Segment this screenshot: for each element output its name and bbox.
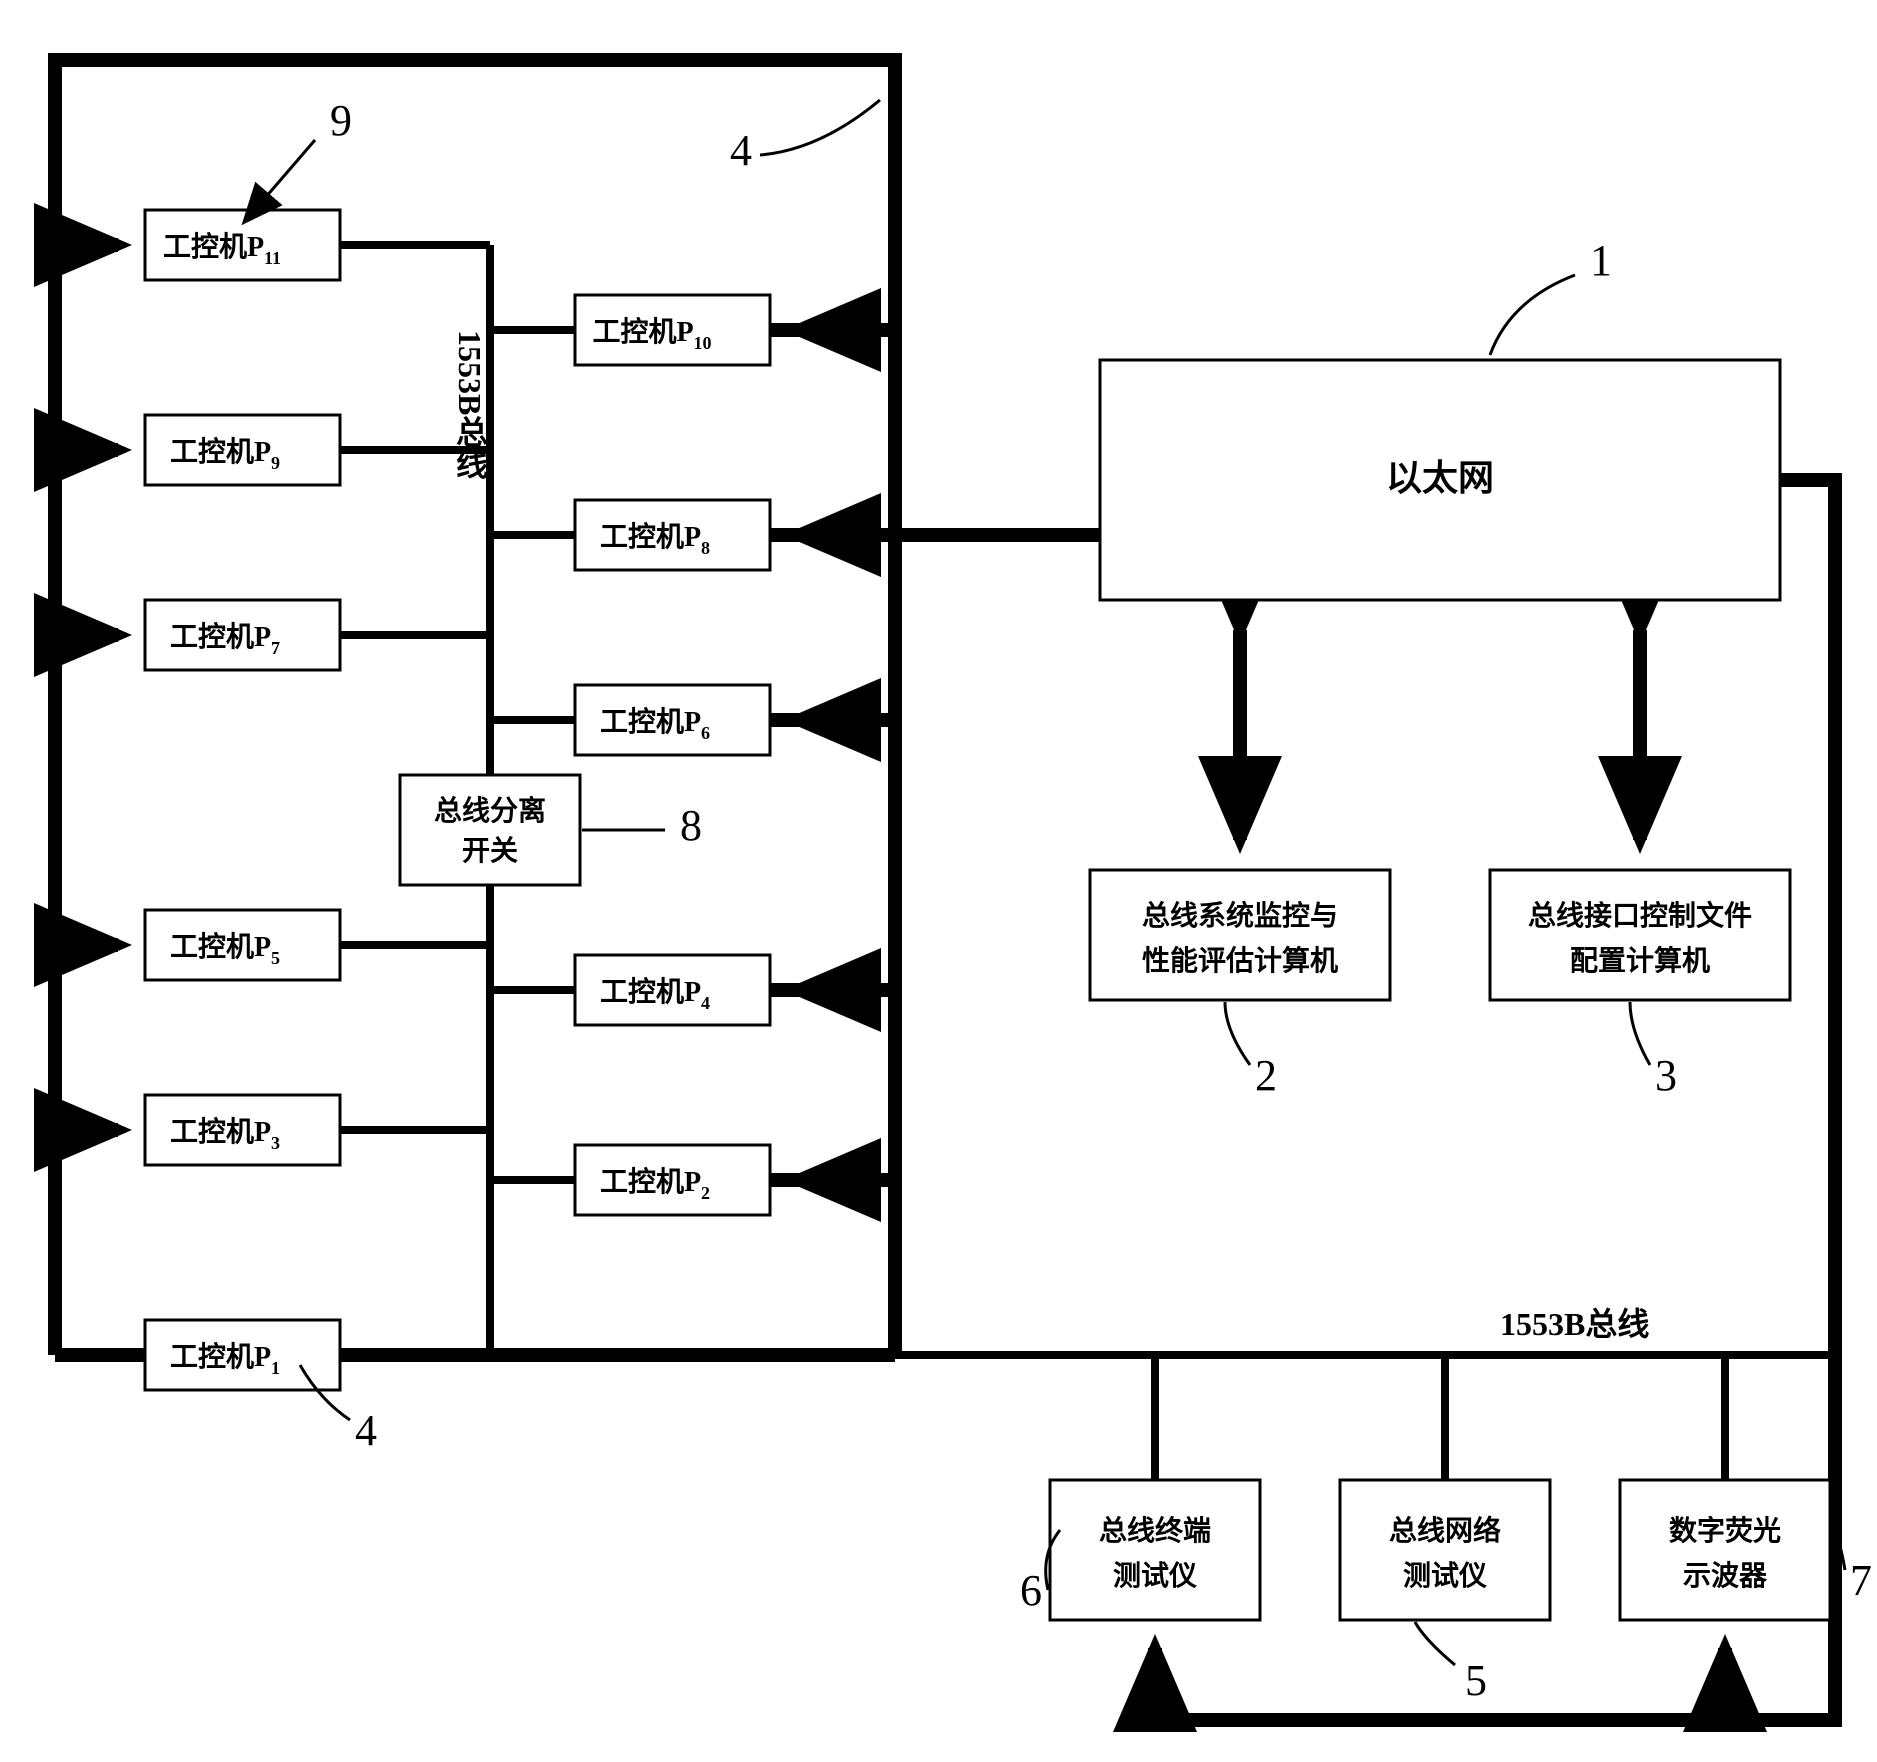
right-ipc-arrows	[797, 330, 830, 1180]
svg-text:工控机P6: 工控机P6	[600, 706, 710, 743]
svg-text:工控机P4: 工控机P4	[600, 976, 710, 1013]
anno-8: 8	[680, 801, 702, 850]
p2-label: 工控机P	[600, 1166, 701, 1198]
p3-label: 工控机P	[170, 1116, 271, 1148]
anno-4b: 4	[355, 1406, 377, 1455]
svg-text:工控机P7: 工控机P7	[170, 621, 280, 658]
network-tester-label-2: 测试仪	[1403, 1560, 1488, 1592]
svg-text:工控机P11: 工控机P11	[163, 231, 281, 268]
svg-text:工控机P3: 工控机P3	[170, 1116, 280, 1153]
p5-sub: 5	[271, 948, 280, 968]
config-label-1: 总线接口控制文件	[1528, 899, 1752, 932]
p7-label: 工控机P	[170, 621, 271, 653]
ipc-p2: 工控机P2	[575, 1145, 770, 1215]
anno-7: 7	[1850, 1556, 1872, 1605]
ethernet-double-arrows	[1240, 630, 1640, 840]
separator-label-1: 总线分离	[434, 794, 546, 827]
separator-node	[400, 775, 580, 885]
p1-label: 工控机P	[170, 1341, 271, 1373]
separator-label-2: 开关	[462, 835, 518, 867]
diagram-canvas: 以太网 总线系统监控与 性能评估计算机 总线接口控制文件 配置计算机 总线终端 …	[0, 0, 1877, 1762]
ipc-p3: 工控机P3	[145, 1095, 340, 1165]
network-tester-node	[1340, 1480, 1550, 1620]
anno-3: 3	[1655, 1051, 1677, 1100]
config-label-2: 配置计算机	[1570, 944, 1710, 977]
p10-label: 工控机P	[592, 316, 693, 348]
ethernet-label: 以太网	[1386, 458, 1494, 498]
p1-sub: 1	[271, 1358, 280, 1378]
monitor-label-2: 性能评估计算机	[1142, 944, 1338, 977]
anno-2: 2	[1255, 1051, 1277, 1100]
anno-4a: 4	[730, 126, 752, 175]
ipc-p5: 工控机P5	[145, 910, 340, 980]
ipc-p9: 工控机P9	[145, 415, 340, 485]
network-tester-label-1: 总线网络	[1389, 1514, 1501, 1547]
p7-sub: 7	[271, 638, 280, 658]
svg-text:工控机P9: 工控机P9	[170, 436, 280, 473]
oscilloscope-label-2: 示波器	[1683, 1560, 1768, 1592]
terminal-tester-node	[1050, 1480, 1260, 1620]
p4-sub: 4	[701, 993, 710, 1013]
anno-5: 5	[1465, 1656, 1487, 1705]
oscilloscope-node	[1620, 1480, 1830, 1620]
p6-label: 工控机P	[600, 706, 701, 738]
monitor-node	[1090, 870, 1390, 1000]
p2-sub: 2	[701, 1183, 710, 1203]
ipc-p11: 工控机P11	[145, 210, 340, 280]
monitor-label-1: 总线系统监控与	[1142, 899, 1338, 932]
p6-sub: 6	[701, 723, 710, 743]
p5-label: 工控机P	[170, 931, 271, 963]
p8-sub: 8	[701, 538, 710, 558]
oscilloscope-label-1: 数字荧光	[1669, 1514, 1781, 1547]
nodes: 以太网 总线系统监控与 性能评估计算机 总线接口控制文件 配置计算机 总线终端 …	[145, 210, 1830, 1620]
ipc-p8: 工控机P8	[575, 500, 770, 570]
svg-text:工控机P5: 工控机P5	[170, 931, 280, 968]
p3-sub: 3	[271, 1133, 280, 1153]
bus-1553b-v-label: 1553B总线	[452, 330, 488, 480]
ipc-p6: 工控机P6	[575, 685, 770, 755]
p11-label: 工控机P	[163, 231, 264, 263]
bus-1553b-h-label: 1553B总线	[1500, 1306, 1649, 1342]
anno-1: 1	[1590, 236, 1612, 285]
terminal-tester-label-1: 总线终端	[1099, 1515, 1211, 1547]
svg-text:工控机P2: 工控机P2	[600, 1166, 710, 1203]
ipc-p7: 工控机P7	[145, 600, 340, 670]
ipc-p10: 工控机P10	[575, 295, 770, 365]
terminal-tester-label-2: 测试仪	[1113, 1560, 1198, 1592]
p8-label: 工控机P	[600, 521, 701, 553]
p11-sub: 11	[264, 248, 281, 268]
bus-1553b-horizontal	[340, 1355, 1835, 1480]
anno-9: 9	[330, 96, 352, 145]
svg-text:工控机P8: 工控机P8	[600, 521, 710, 558]
anno-6: 6	[1020, 1566, 1042, 1615]
config-node	[1490, 870, 1790, 1000]
p9-sub: 9	[271, 453, 280, 473]
p9-label: 工控机P	[170, 436, 271, 468]
p4-label: 工控机P	[600, 976, 701, 1008]
ipc-p4: 工控机P4	[575, 955, 770, 1025]
p10-sub: 10	[694, 333, 712, 353]
left-ipc-arrows	[55, 245, 118, 1130]
svg-text:工控机P1: 工控机P1	[170, 1341, 280, 1378]
